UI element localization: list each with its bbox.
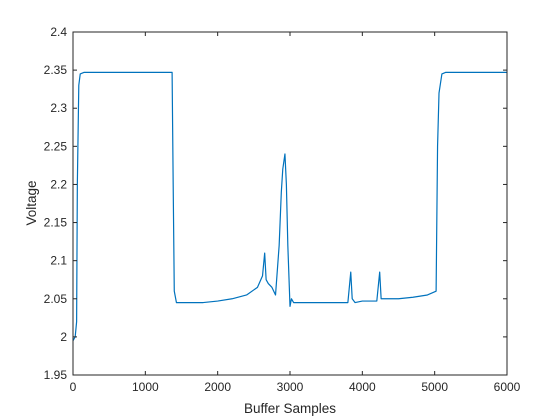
y-tick-label: 2.2 [50, 177, 67, 191]
x-tick-label: 2000 [204, 380, 231, 394]
plot-area [73, 32, 507, 375]
y-tick-label: 2.4 [50, 25, 67, 39]
x-tick-label: 1000 [132, 380, 159, 394]
y-tick-label: 2 [60, 330, 67, 344]
voltage-series-line [72, 71, 507, 341]
x-tick-label: 6000 [494, 380, 521, 394]
y-tick-label: 2.3 [50, 101, 67, 115]
y-tick-label: 2.25 [44, 139, 68, 153]
y-axis-label: Voltage [24, 180, 39, 225]
y-tick-label: 2.35 [44, 63, 68, 77]
y-tick-label: 1.95 [44, 368, 68, 382]
y-ticks: 1.95 2 2.05 2.1 2.15 2.2 2.25 2.3 2.35 2.4 [44, 25, 507, 382]
x-tick-label: 4000 [349, 380, 376, 394]
x-axis-label: Buffer Samples [244, 401, 336, 416]
series-layer [72, 71, 507, 341]
y-tick-label: 2.1 [50, 254, 67, 268]
x-tick-label: 5000 [421, 380, 448, 394]
y-tick-label: 2.05 [44, 292, 68, 306]
x-tick-label: 3000 [277, 380, 304, 394]
x-tick-label: 0 [70, 380, 77, 394]
x-ticks: 0 1000 2000 3000 4000 5000 6000 [70, 32, 521, 394]
y-tick-label: 2.15 [44, 216, 68, 230]
